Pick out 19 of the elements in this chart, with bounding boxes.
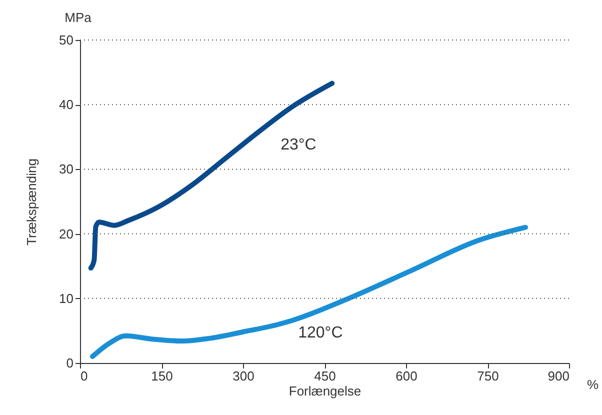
x-tick-label: 750	[477, 368, 499, 384]
y-tick-label: 30	[59, 162, 74, 177]
x-tick-label: 600	[396, 368, 418, 384]
y-tick-label: 0	[66, 356, 74, 370]
x-tick-label: 0	[80, 368, 88, 384]
y-tick-label: 20	[59, 226, 74, 242]
y-tick-label: 10	[59, 290, 74, 306]
text: MPa	[64, 10, 92, 25]
series-label: 120°C	[298, 324, 343, 342]
series-label: 23°C	[280, 136, 316, 154]
y-axis-title: Trækspænding	[24, 158, 40, 246]
x-tick-label: 150	[151, 368, 173, 384]
x-tick-label: 900	[548, 368, 570, 384]
x-axis-title: Forlængelse	[288, 384, 362, 398]
y-tick-label: 50	[59, 32, 74, 48]
x-tick-label: 450	[314, 368, 336, 384]
x-tick-label: 300	[232, 368, 254, 384]
y-tick-label: 40	[59, 97, 74, 112]
text: %	[587, 377, 599, 392]
